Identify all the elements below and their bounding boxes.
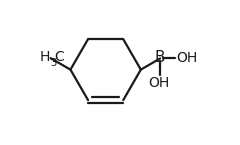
Text: B: B <box>155 50 165 65</box>
Text: H: H <box>39 50 50 64</box>
Text: C: C <box>54 50 64 64</box>
Text: 3: 3 <box>50 58 56 68</box>
Text: OH: OH <box>176 51 197 65</box>
Text: OH: OH <box>148 76 169 90</box>
